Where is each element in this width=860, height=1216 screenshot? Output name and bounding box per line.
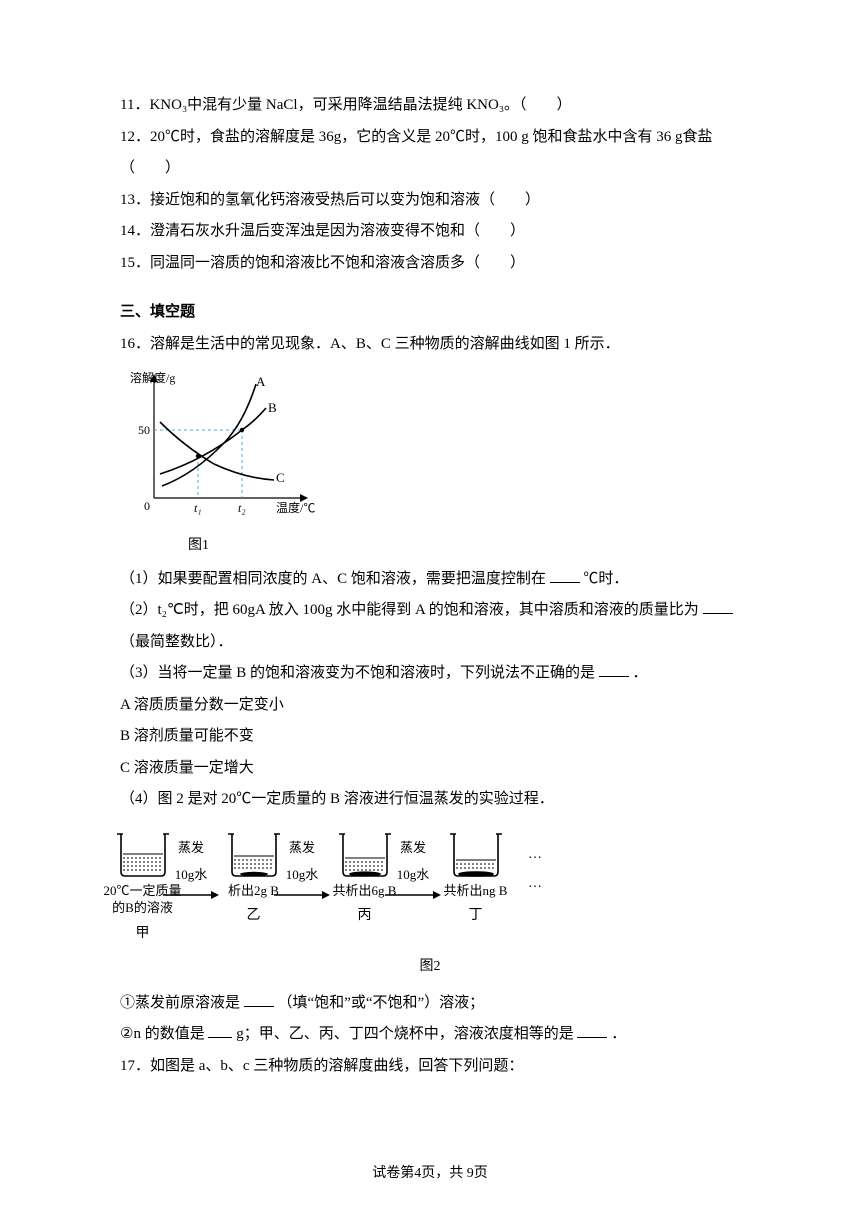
solubility-chart: 溶解度/g 温度/℃ 0 50 t₁ t₂ A B C 图1 <box>124 368 740 560</box>
beaker-diagram: 20℃一定质量 的B的溶液 甲 蒸发10g水 析出2g B 乙 蒸发10g水 <box>90 826 740 948</box>
chart-1-caption: 图1 <box>188 531 740 560</box>
question-16-intro: 16．溶解是生活中的常见现象．A、B、C 三种物质的溶解曲线如图 1 所示． <box>120 329 740 361</box>
blank[interactable] <box>550 566 580 583</box>
q16-2-text-b: （最简整数比）． <box>120 634 233 650</box>
question-16-3: （3）当将一定量 B 的饱和溶液变为不饱和溶液时，下列说法不正确的是 ． <box>120 658 740 690</box>
chart-x-tick-1: t₁ <box>194 501 202 515</box>
beaker-icon <box>218 826 290 882</box>
chart-y-tick: 50 <box>138 423 150 437</box>
q16-4-2-text-a: ②n 的数值是 <box>120 1026 205 1042</box>
svg-text:0: 0 <box>144 499 150 513</box>
beaker-letter: 丁 <box>469 901 483 930</box>
q16-4-2-text-b: g；甲、乙、丙、丁四个烧杯中，溶液浓度相等的是 <box>236 1026 574 1042</box>
arrow-box: 蒸发10g水 <box>393 834 433 903</box>
chart-curve-c: C <box>276 470 285 485</box>
beaker-letter: 乙 <box>247 901 261 930</box>
arrow-label: 蒸发10g水 <box>171 834 211 889</box>
q16-4-1-text-b: （填“饱和”或“不饱和”）溶液； <box>278 995 485 1011</box>
chart-y-label: 溶解度/g <box>130 370 175 385</box>
question-12: 12．20℃时，食盐的溶解度是 36g，它的含义是 20℃时，100 g 饱和食… <box>120 122 740 185</box>
question-16-4-2: ②n 的数值是 g；甲、乙、丙、丁四个烧杯中，溶液浓度相等的是 ． <box>120 1019 740 1051</box>
question-16-4-1: ①蒸发前原溶液是 （填“饱和”或“不饱和”）溶液； <box>120 988 740 1020</box>
q16-3-text-a: （3）当将一定量 B 的饱和溶液变为不饱和溶液时，下列说法不正确的是 <box>120 665 595 681</box>
arrow-box: 蒸发10g水 <box>282 834 322 903</box>
blank[interactable] <box>577 1022 607 1039</box>
blank[interactable] <box>244 990 274 1007</box>
beaker-caption: 共析出ng B <box>444 882 508 900</box>
question-14: 14．澄清石灰水升温后变浑浊是因为溶液变得不饱和（ ） <box>120 216 740 248</box>
question-15: 15．同温同一溶质的饱和溶液比不饱和溶液含溶质多（ ） <box>120 248 740 280</box>
question-13: 13．接近饱和的氢氧化钙溶液受热后可以变为饱和溶液（ ） <box>120 185 740 217</box>
blank[interactable] <box>208 1022 232 1039</box>
blank[interactable] <box>599 661 629 678</box>
chart-x-label: 温度/℃ <box>276 500 315 515</box>
q16-4-1-text-a: ①蒸发前原溶液是 <box>120 995 240 1011</box>
beaker-icon <box>107 826 179 882</box>
page-footer: 试卷第4页，共 9页 <box>0 1159 860 1188</box>
section-3-title: 三、填空题 <box>120 297 740 329</box>
arrow-box: 蒸发10g水 <box>171 834 211 903</box>
question-16-3-opt-b: B 溶剂质量可能不变 <box>120 721 740 753</box>
q16-1-text-b: ℃时． <box>583 571 628 587</box>
beaker-unit: 共析出ng B 丁 <box>423 826 528 931</box>
question-16-2: （2）t₂℃时，把 60gA 放入 100g 水中能得到 A 的饱和溶液，其中溶… <box>120 595 740 658</box>
question-16-3-opt-c: C 溶液质量一定增大 <box>120 753 740 785</box>
q16-4-2-text-c: ． <box>611 1026 626 1042</box>
chart-curve-b: B <box>268 400 277 415</box>
question-16-3-opt-a: A 溶质质量分数一定变小 <box>120 690 740 722</box>
beaker-letter: 丙 <box>358 901 372 930</box>
beaker-letter: 甲 <box>136 919 150 948</box>
beaker-icon <box>329 826 401 882</box>
chart-curve-a: A <box>256 374 266 389</box>
question-17: 17．如图是 a、b、c 三种物质的溶解度曲线，回答下列问题： <box>120 1051 740 1083</box>
question-16-1: （1）如果要配置相同浓度的 A、C 饱和溶液，需要把温度控制在 ℃时． <box>120 564 740 596</box>
diagram-ellipsis: … … <box>528 840 558 899</box>
chart-x-tick-2: t₂ <box>238 501 246 515</box>
q16-2-text-a: （2）t₂℃时，把 60gA 放入 100g 水中能得到 A 的饱和溶液，其中溶… <box>120 602 699 618</box>
blank[interactable] <box>703 598 733 615</box>
question-16-4: （4）图 2 是对 20℃一定质量的 B 溶液进行恒温蒸发的实验过程． <box>120 784 740 816</box>
beaker-icon <box>440 826 512 882</box>
arrow-label: 蒸发10g水 <box>393 834 433 889</box>
q16-3-text-b: ． <box>633 665 648 681</box>
q16-1-text-a: （1）如果要配置相同浓度的 A、C 饱和溶液，需要把温度控制在 <box>120 571 546 587</box>
question-11: 11．KNO₃中混有少量 NaCl，可采用降温结晶法提纯 KNO₃。（ ） <box>120 90 740 122</box>
figure-2-caption: 图2 <box>120 952 740 981</box>
arrow-label: 蒸发10g水 <box>282 834 322 889</box>
